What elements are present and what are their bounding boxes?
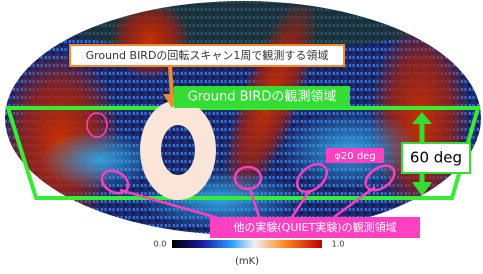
colorbar-max-label: 1.0 [332,240,345,249]
beam-label: φ20 deg [334,151,375,162]
figure: Ground BIRDの回転スキャン1周で観測する領域 Ground BIRDの… [0,0,483,270]
colorbar-unit: (mK) [235,256,259,267]
sky-map [0,0,483,240]
colorbar [172,240,322,248]
elevation-label: 60 deg [410,149,462,167]
arrow [170,66,172,96]
other-experiment-label: 他の実験(QUIET実験)の観測領域 [233,220,396,234]
observation-region-label: Ground BIRDの観測領域 [188,89,337,105]
colorbar-min-label: 0.0 [154,240,167,249]
scan-ring-label: Ground BIRDの回転スキャン1周で観測する領域 [86,48,329,62]
